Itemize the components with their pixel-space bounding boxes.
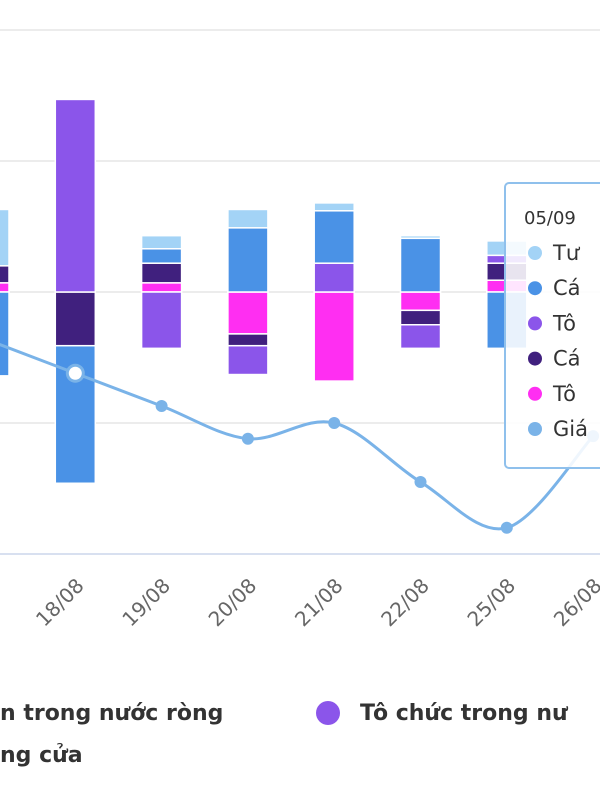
bar-segment	[313, 202, 355, 212]
bar-segment	[399, 324, 442, 350]
tooltip-title: 05/09	[524, 208, 576, 229]
tooltip-label: Cá	[553, 276, 581, 300]
legend-label: ng cửa	[0, 743, 83, 768]
bar-segment	[399, 234, 442, 240]
tooltip-marker	[528, 386, 542, 401]
line-point	[65, 363, 85, 383]
line-point	[500, 521, 513, 534]
tooltip-label: Tô	[552, 311, 576, 335]
bar-segment	[0, 208, 10, 267]
tooltip-marker	[528, 316, 542, 331]
bar-segment	[227, 208, 269, 229]
tooltip-label: Tô	[552, 382, 576, 406]
bar-segment	[227, 291, 269, 335]
grid	[0, 29, 600, 555]
tooltip-marker	[528, 246, 542, 260]
line-point	[414, 475, 427, 488]
tooltip-marker	[528, 281, 542, 296]
bar-segment	[140, 248, 183, 264]
bar-segment	[313, 262, 355, 293]
bar-segment	[140, 234, 183, 250]
bar-segment	[54, 98, 97, 293]
bar-segment	[0, 291, 10, 377]
x-tick-label: 25/08	[462, 573, 520, 631]
tooltip-label: Giá	[553, 417, 588, 441]
legend-label: Tô chức trong nư	[360, 701, 569, 726]
x-tick-label: 19/08	[117, 573, 175, 631]
x-tick-label: 18/08	[31, 573, 89, 631]
legend-label: n trong nước ròng	[0, 701, 223, 726]
bar-segment	[313, 291, 355, 382]
tooltip: 05/09 Tư Cá Tô Cá Tô Giá	[504, 182, 600, 469]
legend-marker	[316, 701, 340, 725]
tooltip-marker	[528, 422, 542, 436]
tooltip-label: Tư	[552, 241, 581, 265]
legend: n trong nước ròng Tô chức trong nư ng cửa	[0, 701, 569, 768]
bar-segment	[140, 291, 183, 350]
bar-segment	[399, 309, 442, 326]
bar-segment	[0, 282, 10, 293]
bar-segment	[399, 237, 442, 293]
x-labels: 18/08 19/08 20/08 21/08 22/08 25/08 26/08	[31, 573, 600, 631]
bar-segment	[227, 344, 269, 376]
tooltip-marker	[528, 351, 542, 366]
x-tick-label: 21/08	[290, 573, 348, 631]
bar-segment	[0, 265, 10, 284]
line-point	[155, 399, 168, 412]
line-point	[328, 417, 341, 429]
bar-segment	[140, 262, 183, 284]
bar-segment	[313, 210, 355, 264]
bar-segment	[140, 282, 183, 293]
bar-segment	[227, 227, 269, 293]
x-tick-label: 22/08	[376, 573, 434, 631]
x-tick-label: 20/08	[204, 573, 262, 631]
line-point	[241, 432, 254, 445]
bar-segment	[399, 291, 442, 312]
tooltip-label: Cá	[553, 347, 581, 371]
bar-segment	[54, 291, 97, 347]
x-tick-label: 26/08	[549, 573, 600, 631]
bar-segment	[227, 333, 269, 347]
